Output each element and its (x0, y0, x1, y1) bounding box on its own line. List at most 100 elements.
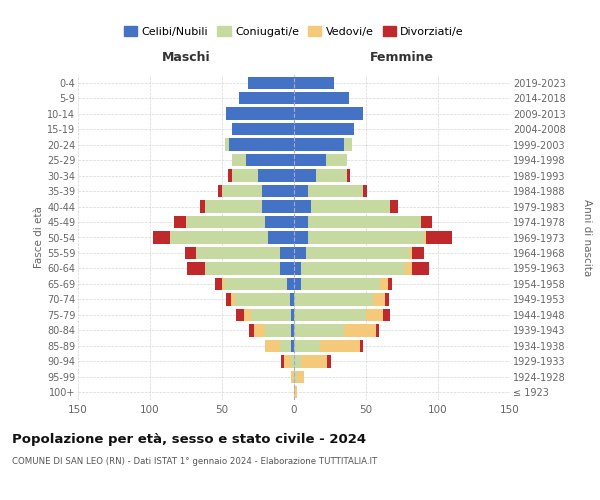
Bar (294, 262, 301, 274)
Bar (250, 324, 254, 336)
Bar (301, 355, 327, 368)
Bar (326, 154, 347, 166)
Y-axis label: Fasce di età: Fasce di età (34, 206, 44, 268)
Bar (294, 247, 305, 259)
Bar (265, 340, 280, 352)
Bar (226, 293, 230, 306)
Bar (280, 340, 291, 352)
Bar (308, 185, 363, 198)
Bar (244, 308, 251, 321)
Bar (294, 232, 308, 243)
Y-axis label: Anni di nascita: Anni di nascita (583, 199, 592, 276)
Bar (175, 216, 186, 228)
Bar (230, 293, 235, 306)
Bar (294, 293, 373, 306)
Bar (254, 324, 265, 336)
Bar (187, 262, 205, 274)
Bar (412, 247, 424, 259)
Bar (186, 216, 265, 228)
Bar (235, 293, 290, 306)
Bar (248, 76, 294, 89)
Bar (344, 324, 376, 336)
Bar (376, 324, 379, 336)
Bar (205, 262, 280, 274)
Bar (305, 247, 409, 259)
Bar (228, 170, 232, 182)
Bar (294, 216, 308, 228)
Bar (294, 76, 334, 89)
Bar (360, 340, 363, 352)
Bar (363, 185, 367, 198)
Text: Popolazione per età, sesso e stato civile - 2024: Popolazione per età, sesso e stato civil… (12, 432, 366, 446)
Bar (291, 324, 294, 336)
Bar (284, 355, 291, 368)
Bar (294, 170, 316, 182)
Bar (291, 308, 294, 321)
Bar (205, 200, 262, 212)
Bar (316, 170, 347, 182)
Bar (291, 340, 294, 352)
Bar (294, 324, 344, 336)
Bar (268, 232, 294, 243)
Bar (424, 232, 427, 243)
Bar (170, 232, 268, 243)
Text: COMUNE DI SAN LEO (RN) - Dati ISTAT 1° gennaio 2024 - Elaborazione TUTTITALIA.IT: COMUNE DI SAN LEO (RN) - Dati ISTAT 1° g… (12, 457, 377, 466)
Bar (294, 370, 297, 383)
Bar (232, 154, 247, 166)
Bar (262, 185, 294, 198)
Bar (421, 216, 432, 228)
Bar (225, 278, 287, 290)
Bar (294, 278, 301, 290)
Bar (373, 293, 385, 306)
Bar (291, 355, 294, 368)
Bar (200, 200, 205, 212)
Bar (366, 308, 383, 321)
Bar (196, 247, 280, 259)
Bar (225, 138, 229, 151)
Bar (232, 123, 294, 136)
Bar (311, 200, 391, 212)
Bar (308, 232, 424, 243)
Bar (405, 262, 412, 274)
Bar (388, 278, 392, 290)
Bar (280, 262, 294, 274)
Bar (185, 247, 196, 259)
Bar (294, 185, 308, 198)
Bar (247, 154, 294, 166)
Bar (380, 278, 388, 290)
Text: Femmine: Femmine (370, 51, 434, 64)
Bar (308, 216, 421, 228)
Bar (280, 247, 294, 259)
Bar (294, 386, 297, 398)
Bar (218, 185, 222, 198)
Bar (294, 308, 366, 321)
Bar (265, 324, 291, 336)
Bar (297, 370, 304, 383)
Bar (229, 138, 294, 151)
Bar (320, 340, 360, 352)
Bar (258, 170, 294, 182)
Bar (409, 247, 412, 259)
Bar (412, 262, 430, 274)
Bar (294, 138, 344, 151)
Bar (294, 355, 301, 368)
Bar (301, 278, 380, 290)
Bar (383, 308, 391, 321)
Bar (344, 138, 352, 151)
Bar (251, 308, 291, 321)
Bar (239, 92, 294, 104)
Bar (391, 200, 398, 212)
Bar (427, 232, 452, 243)
Bar (281, 355, 284, 368)
Bar (347, 170, 350, 182)
Bar (294, 200, 311, 212)
Bar (291, 370, 294, 383)
Bar (215, 278, 222, 290)
Bar (226, 108, 294, 120)
Bar (290, 293, 294, 306)
Bar (294, 123, 355, 136)
Bar (294, 92, 349, 104)
Bar (236, 308, 244, 321)
Bar (153, 232, 170, 243)
Bar (265, 216, 294, 228)
